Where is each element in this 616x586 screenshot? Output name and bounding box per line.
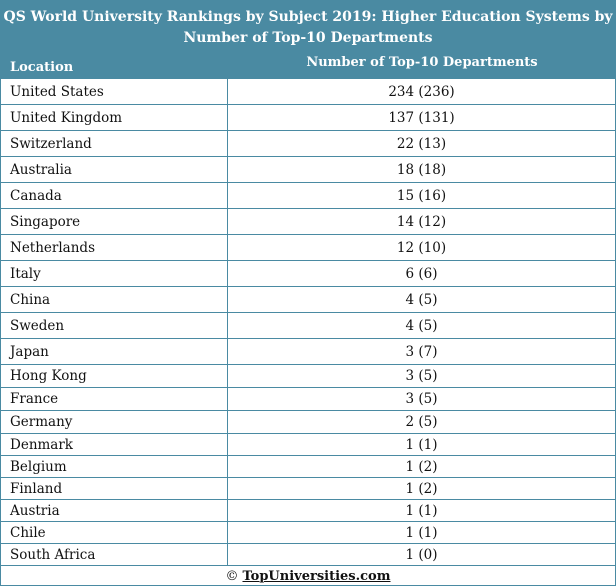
departments-cell: 4 (5) (405, 291, 438, 308)
table-row: Canada 15 (16) (1, 183, 615, 209)
location-cell: Sweden (1, 313, 228, 338)
location-cell: Chile (1, 522, 228, 543)
departments-cell: 6 (6) (405, 265, 438, 282)
departments-cell: 234 (236) (388, 83, 455, 100)
table-row: Belgium 1 (2) (1, 456, 615, 478)
departments-cell: 2 (5) (405, 414, 438, 430)
departments-cell: 12 (10) (396, 239, 447, 256)
location-cell: Canada (1, 183, 228, 208)
table-row: Australia 18 (18) (1, 157, 615, 183)
table-row: France 3 (5) (1, 388, 615, 411)
departments-cell: 18 (18) (396, 161, 447, 178)
table-row: Denmark 1 (1) (1, 434, 615, 456)
departments-cell: 14 (12) (396, 213, 447, 230)
location-cell: Netherlands (1, 235, 228, 260)
location-cell: Switzerland (1, 131, 228, 156)
location-cell: United States (1, 79, 228, 104)
table-row: South Africa 1 (0) (1, 544, 615, 566)
departments-cell: 3 (5) (405, 391, 438, 407)
location-cell: Australia (1, 157, 228, 182)
departments-cell: 1 (2) (405, 458, 438, 475)
table-row: Austria 1 (1) (1, 500, 615, 522)
table-row: Japan 3 (7) (1, 339, 615, 365)
location-cell: Japan (1, 339, 228, 364)
column-header-departments: Number of Top-10 Departments (306, 55, 538, 70)
table-title: QS World University Rankings by Subject … (3, 9, 613, 46)
location-cell: Italy (1, 261, 228, 286)
location-cell: Germany (1, 411, 228, 433)
table-row: Hong Kong 3 (5) (1, 365, 615, 388)
location-cell: South Africa (1, 544, 228, 565)
location-cell: Belgium (1, 456, 228, 477)
copyright-symbol: © (225, 568, 239, 584)
table-row: Singapore 14 (12) (1, 209, 615, 235)
location-cell: Finland (1, 478, 228, 499)
table-row: Finland 1 (2) (1, 478, 615, 500)
table-row: Sweden 4 (5) (1, 313, 615, 339)
departments-cell: 3 (7) (405, 343, 438, 360)
table-row: Switzerland 22 (13) (1, 131, 615, 157)
departments-cell: 4 (5) (405, 317, 438, 334)
table-body: United States 234 (236) United Kingdom 137 … (1, 79, 615, 566)
table-row: Chile 1 (1) (1, 522, 615, 544)
departments-cell: 3 (5) (405, 368, 438, 384)
departments-cell: 1 (0) (405, 546, 438, 563)
table-row: Germany 2 (5) (1, 411, 615, 434)
location-cell: Austria (1, 500, 228, 521)
table-row: United Kingdom 137 (131) (1, 105, 615, 131)
table-row: Netherlands 12 (10) (1, 235, 615, 261)
location-cell: Singapore (1, 209, 228, 234)
table-row: China 4 (5) (1, 287, 615, 313)
location-cell: Denmark (1, 434, 228, 455)
footer: © TopUniversities.com (1, 566, 615, 586)
table-row: United States 234 (236) (1, 79, 615, 105)
source-link[interactable]: TopUniversities.com (242, 568, 391, 584)
departments-cell: 1 (2) (405, 480, 438, 497)
departments-cell: 1 (1) (405, 502, 438, 519)
location-cell: Hong Kong (1, 365, 228, 387)
table-row: Italy 6 (6) (1, 261, 615, 287)
column-header-location: Location (10, 60, 74, 75)
departments-cell: 15 (16) (396, 187, 447, 204)
departments-cell: 1 (1) (405, 436, 438, 453)
departments-cell: 22 (13) (396, 135, 447, 152)
location-cell: United Kingdom (1, 105, 228, 130)
departments-cell: 137 (131) (388, 109, 455, 126)
table-header: QS World University Rankings by Subject … (1, 1, 615, 79)
location-cell: France (1, 388, 228, 410)
departments-cell: 1 (1) (405, 524, 438, 541)
location-cell: China (1, 287, 228, 312)
